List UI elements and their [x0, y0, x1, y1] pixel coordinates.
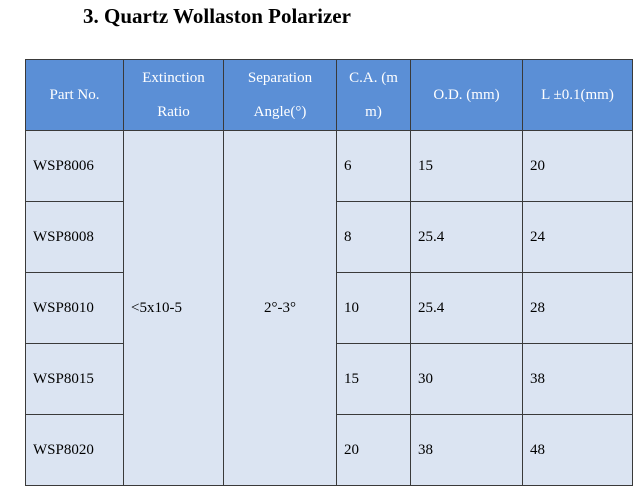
od-cell: 25.4 [410, 272, 523, 344]
header-clear-aperture: C.A. (m m) [336, 59, 411, 131]
header-separation-angle: Separation Angle(°) [223, 59, 337, 131]
header-extinction-ratio: Extinction Ratio [123, 59, 224, 131]
header-part-no: Part No. [25, 59, 124, 131]
length-cell: 24 [522, 201, 633, 273]
spec-table: Part No. Extinction Ratio Separation Ang… [25, 59, 633, 486]
ca-cell: 8 [336, 201, 411, 273]
header-outer-diameter: O.D. (mm) [410, 59, 523, 131]
header-length: L ±0.1(mm) [522, 59, 633, 131]
length-cell: 48 [522, 414, 633, 486]
part-no-cell: WSP8015 [25, 343, 124, 415]
extinction-ratio-cell: <5x10-5 [123, 130, 224, 486]
table-row: WSP8010 10 25.4 28 [25, 272, 633, 344]
od-cell: 25.4 [410, 201, 523, 273]
part-no-cell: WSP8008 [25, 201, 124, 273]
length-cell: 38 [522, 343, 633, 415]
od-cell: 15 [410, 130, 523, 202]
header-row: Part No. Extinction Ratio Separation Ang… [25, 59, 633, 131]
ca-cell: 20 [336, 414, 411, 486]
part-no-cell: WSP8020 [25, 414, 124, 486]
length-cell: 20 [522, 130, 633, 202]
od-cell: 38 [410, 414, 523, 486]
part-no-cell: WSP8010 [25, 272, 124, 344]
table-row: WSP8006 <5x10-5 2°-3° 6 15 20 [25, 130, 633, 486]
separation-angle-cell: 2°-3° [223, 130, 337, 486]
ca-cell: 10 [336, 272, 411, 344]
section-title: 3. Quartz Wollaston Polarizer [83, 4, 351, 28]
table-row: WSP8008 8 25.4 24 [25, 201, 633, 273]
table-row: WSP8020 20 38 48 [25, 414, 633, 486]
part-no-cell: WSP8006 [25, 130, 124, 202]
ca-cell: 15 [336, 343, 411, 415]
od-cell: 30 [410, 343, 523, 415]
length-cell: 28 [522, 272, 633, 344]
ca-cell: 6 [336, 130, 411, 202]
